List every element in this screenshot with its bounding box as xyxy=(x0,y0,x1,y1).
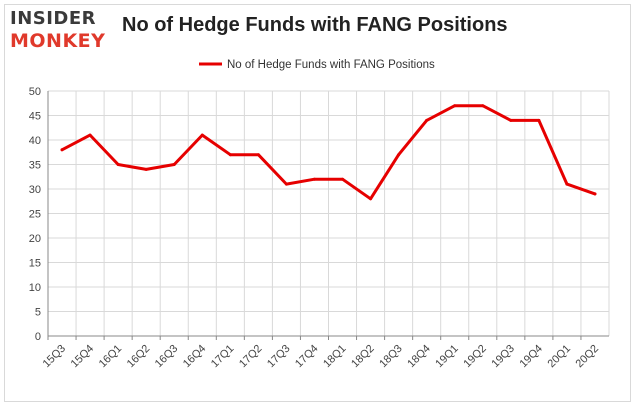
x-tick-label: 19Q4 xyxy=(517,343,545,371)
x-tick-label: 16Q4 xyxy=(181,343,209,371)
x-tick-label: 19Q1 xyxy=(433,343,461,371)
data-point xyxy=(453,104,457,108)
x-tick-label: 17Q4 xyxy=(293,343,321,371)
data-point xyxy=(228,153,232,157)
data-point xyxy=(397,153,401,157)
x-tick-label: 17Q2 xyxy=(237,343,265,371)
y-tick-label: 15 xyxy=(29,258,41,270)
data-point xyxy=(200,133,204,137)
data-point xyxy=(144,167,148,171)
data-point xyxy=(425,118,429,122)
x-tick-label: 18Q1 xyxy=(321,343,349,371)
y-tick-label: 25 xyxy=(29,209,41,221)
y-tick-label: 10 xyxy=(29,282,41,294)
x-tick-label: 19Q3 xyxy=(489,343,517,371)
chart-title: No of Hedge Funds with FANG Positions xyxy=(122,14,508,36)
y-tick-label: 45 xyxy=(29,111,41,123)
data-point xyxy=(565,182,569,186)
data-point xyxy=(537,118,541,122)
x-tick-label: 17Q1 xyxy=(209,343,237,371)
series-group xyxy=(60,104,597,201)
x-tick-label: 16Q2 xyxy=(125,343,153,371)
x-tick-label: 18Q4 xyxy=(405,343,433,371)
y-tick-label: 40 xyxy=(29,135,41,147)
legend: No of Hedge Funds with FANG Positions xyxy=(199,59,435,71)
x-tick-label: 15Q3 xyxy=(41,343,69,371)
x-tick-label: 18Q2 xyxy=(349,343,377,371)
data-point xyxy=(116,163,120,166)
data-point xyxy=(60,148,64,152)
series-line xyxy=(60,104,597,201)
y-tick-label: 0 xyxy=(35,331,41,343)
x-tick-label: 18Q3 xyxy=(377,343,405,371)
data-point xyxy=(369,197,373,201)
data-point xyxy=(312,177,316,181)
data-point xyxy=(509,118,513,122)
insider-monkey-logo: INSIDER MONKEY xyxy=(10,10,118,54)
y-tick-label: 35 xyxy=(29,160,41,172)
gridlines xyxy=(47,90,610,336)
x-tick-label: 17Q3 xyxy=(265,343,293,371)
x-tick-label: 20Q2 xyxy=(574,343,602,371)
x-tick-label: 19Q2 xyxy=(461,343,489,371)
logo-line-1: INSIDER xyxy=(10,8,97,29)
data-point xyxy=(256,153,260,157)
x-tick-label: 15Q4 xyxy=(69,343,97,371)
x-tick-label: 16Q3 xyxy=(153,343,181,371)
y-tick-label: 30 xyxy=(29,184,41,196)
logo-line-2: MONKEY xyxy=(10,30,106,52)
y-tick-label: 20 xyxy=(29,233,41,245)
data-point xyxy=(284,182,288,186)
data-point xyxy=(172,163,176,166)
data-point xyxy=(341,177,345,181)
y-tick-label: 50 xyxy=(29,86,41,98)
y-tick-label: 5 xyxy=(35,307,41,319)
data-point xyxy=(88,133,92,137)
x-tick-label: 16Q1 xyxy=(97,343,125,371)
data-point xyxy=(593,192,597,196)
x-axis-ticks: 15Q3 15Q4 16Q1 16Q2 16Q3 16Q4 17Q1 17Q2 17Q3 17Q4… xyxy=(41,336,601,370)
data-point xyxy=(481,104,485,108)
x-tick-label: 20Q1 xyxy=(546,343,574,371)
legend-label: No of Hedge Funds with FANG Positions xyxy=(227,59,435,71)
y-axis-ticks: 0 5 10 15 20 25 30 35 40 45 50 xyxy=(29,86,41,343)
